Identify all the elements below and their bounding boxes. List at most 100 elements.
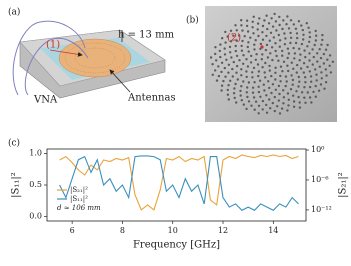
- antenna-dot: [240, 49, 244, 52]
- antenna-dot: [240, 68, 243, 71]
- antenna-dot: [286, 64, 289, 67]
- antenna-dot: [249, 61, 253, 64]
- antenna-dot: [240, 74, 243, 77]
- panel-label: (a): [8, 7, 20, 18]
- antenna-dot: [226, 35, 229, 38]
- antenna-dot: [267, 80, 270, 83]
- antenna-dot: [271, 58, 274, 62]
- antenna-dot: [325, 74, 328, 77]
- antenna-dot: [219, 43, 222, 46]
- antenna-dot: [241, 29, 244, 32]
- antenna-dot: [225, 58, 228, 61]
- antenna-dot: [254, 58, 257, 61]
- antenna-dot: [264, 61, 267, 65]
- antenna-dot: [299, 53, 302, 56]
- antenna-dot: [286, 56, 289, 60]
- antenna-dot: [233, 96, 236, 100]
- antenna-dot: [220, 61, 224, 64]
- antenna-dot: [275, 54, 278, 58]
- panel-label: (c): [8, 138, 20, 149]
- antenna-dot: [328, 54, 332, 57]
- antenna-dot: [272, 36, 275, 39]
- antenna-dot: [284, 84, 287, 88]
- antenna-dot: [262, 83, 265, 86]
- antenna-dot: [257, 70, 261, 73]
- antenna-dot: [284, 37, 287, 40]
- antenna-dot: [252, 96, 256, 99]
- antennas-label: Antennas: [127, 93, 176, 104]
- antenna-dot: [281, 27, 284, 31]
- antenna-dot: [321, 33, 324, 37]
- antenna-dot: [306, 45, 309, 48]
- antenna-dot: [257, 104, 261, 108]
- antenna-dot: [250, 54, 253, 58]
- antenna-dot: [292, 100, 296, 103]
- y2-axis-label: |S₂₁|²: [338, 172, 349, 198]
- antenna-dot: [300, 91, 304, 94]
- antenna-dot: [268, 86, 271, 90]
- antenna-dot: [251, 71, 254, 74]
- antenna-dot: [263, 89, 266, 92]
- y-axis-label: |S₁₁|²: [11, 172, 22, 198]
- antenna-dot: [279, 74, 282, 78]
- antenna-dot: [280, 107, 284, 110]
- antenna-dot: [226, 88, 229, 92]
- antenna-dot: [214, 46, 217, 49]
- antenna-dot: [268, 64, 271, 68]
- antenna-dot: [261, 99, 265, 103]
- antenna-dot: [308, 59, 311, 62]
- antenna-dot: [302, 33, 305, 36]
- antenna-dot: [253, 108, 256, 111]
- antenna-dot: [254, 100, 258, 103]
- x-tick-label: 12: [218, 226, 228, 235]
- antenna-dot: [214, 69, 217, 72]
- antenna-dot: [289, 36, 293, 39]
- antenna-dot: [270, 74, 273, 78]
- antenna-dot: [302, 62, 306, 65]
- antenna-dot: [307, 26, 310, 29]
- antenna-dot: [258, 17, 261, 20]
- antenna-dot: [266, 27, 269, 31]
- antenna-dot: [274, 88, 277, 92]
- antenna-dot: [256, 22, 260, 25]
- antenna-dot: [251, 91, 255, 94]
- antenna-dot: [296, 63, 299, 67]
- antenna-dot: [326, 58, 329, 61]
- antenna-dot: [259, 47, 262, 51]
- antenna-dot: [245, 70, 248, 73]
- antenna-dot: [292, 23, 295, 26]
- antenna-dot: [220, 89, 223, 92]
- antenna-dot: [314, 29, 317, 33]
- antenna-dot: [227, 84, 230, 87]
- antenna-dot: [297, 85, 300, 88]
- antenna-dot: [314, 39, 318, 42]
- antenna-dot: [253, 48, 256, 51]
- antenna-dot: [211, 62, 214, 66]
- plot: 6 8 10 12 14 0.0 0.5 1.0 10⁰ 10⁻⁶ 10⁻¹² Frequency […: [11, 145, 349, 250]
- antenna-dot: [235, 64, 239, 68]
- antenna-dot: [234, 82, 237, 86]
- antenna-dot: [261, 31, 264, 34]
- antenna-dot: [278, 112, 282, 115]
- antenna-dot: [287, 104, 290, 107]
- y2-tick-label: 10⁰: [311, 145, 324, 154]
- antenna-dot: [261, 53, 264, 56]
- antenna-dot: [261, 24, 265, 28]
- antenna-dot: [245, 75, 248, 79]
- antenna-dot: [300, 42, 304, 46]
- antenna-dot: [318, 48, 321, 51]
- antenna-dot: [312, 55, 315, 59]
- antenna-dot: [235, 29, 238, 32]
- antenna-dot: [235, 54, 239, 58]
- antenna-dot: [287, 98, 290, 102]
- antenna-dot: [314, 68, 317, 71]
- panel-a: (a) h = 13 mm (1) VNA Antennas: [8, 7, 176, 106]
- antenna-dot: [301, 28, 304, 32]
- antenna-dot: [310, 101, 313, 104]
- antenna-dot: [222, 79, 225, 83]
- antenna-dot: [245, 19, 249, 22]
- x-tick-label: 14: [268, 226, 278, 235]
- antenna-dot: [234, 24, 237, 27]
- antenna-dot: [278, 39, 282, 42]
- y2-tick-label: 10⁻¹²: [311, 205, 332, 214]
